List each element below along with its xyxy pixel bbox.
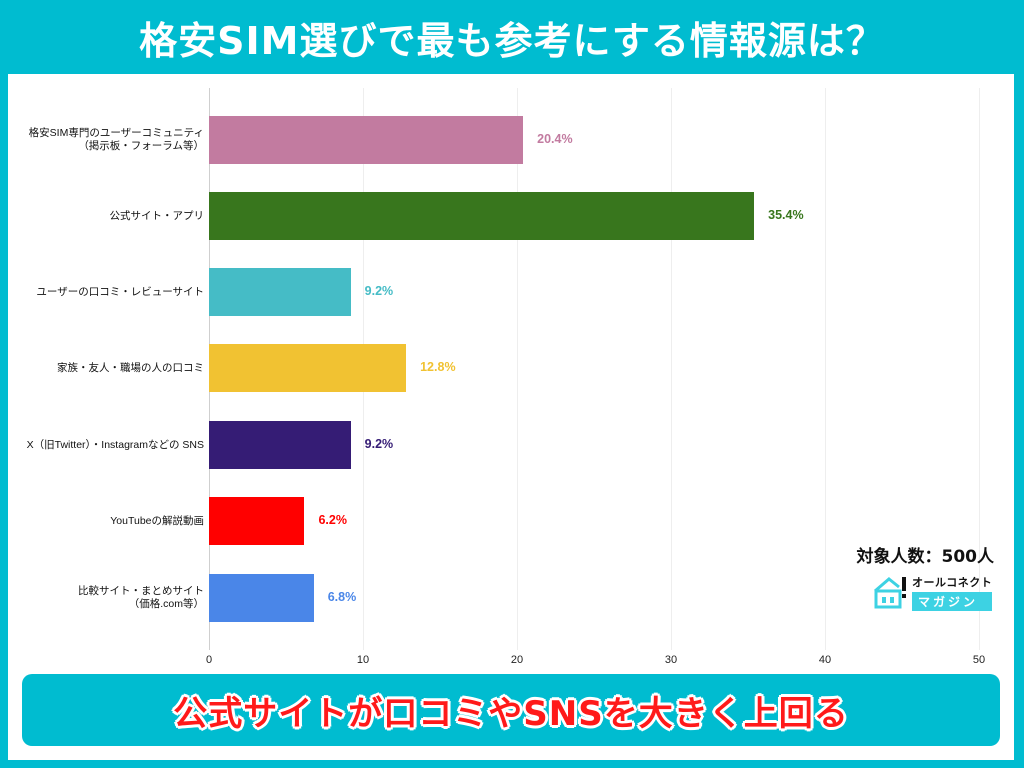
bar <box>209 116 524 164</box>
bar <box>209 192 755 240</box>
bar-value-label: 6.2% <box>318 513 347 527</box>
x-axis-tick: 10 <box>356 654 370 666</box>
bar-chart-plot: 0 10 20 30 40 50 格安SIM専門のユーザーコミュニティ （掲示板・フォーラム等… <box>8 74 1014 760</box>
x-axis-tick: 50 <box>972 654 986 666</box>
brand-logo: オールコネクト マガジン <box>872 572 1002 612</box>
gridline <box>671 88 672 650</box>
category-label: 公式サイト・アプリ <box>109 209 205 222</box>
category-label: 格安SIM専門のユーザーコミュニティ （掲示板・フォーラム等） <box>28 127 204 152</box>
bar-value-label: 6.8% <box>327 590 357 604</box>
x-axis-tick: 40 <box>818 654 832 666</box>
gridline <box>979 88 980 650</box>
x-axis-tick: 0 <box>205 654 213 666</box>
chart-panel: 0 10 20 30 40 50 格安SIM専門のユーザーコミュニティ （掲示板・フォーラム等… <box>8 74 1014 760</box>
category-label: YouTubeの解説動画 <box>110 514 204 527</box>
conclusion-text: 公式サイトが口コミやSNSを大きく上回る <box>173 693 849 734</box>
bar <box>209 497 305 545</box>
bar-value-label: 35.4% <box>768 208 804 222</box>
bar <box>209 421 351 469</box>
category-label: ユーザーの口コミ・レビューサイト <box>36 285 204 298</box>
logo-magazine-tag: マガジン <box>912 591 993 611</box>
category-label: 家族・友人・職場の人の口コミ <box>57 361 204 374</box>
bar-value-label: 12.8% <box>420 360 456 374</box>
conclusion-banner: 公式サイトが口コミやSNSを大きく上回る <box>22 674 1000 746</box>
sample-size-label: 対象人数：500人 <box>856 547 995 567</box>
x-axis-tick: 30 <box>664 654 678 666</box>
bar <box>209 344 407 392</box>
bar-value-label: 9.2% <box>364 284 394 298</box>
category-label: X（旧Twitter）・Instagramなどの SNS <box>26 438 204 451</box>
bar <box>209 268 351 316</box>
logo-brand-name: オールコネクト <box>912 575 993 589</box>
gridline <box>825 88 826 650</box>
house-logo-icon <box>874 577 906 609</box>
category-label: 比較サイト・まとめサイト （価格.com等） <box>78 585 204 610</box>
gridline <box>517 88 518 650</box>
bar-value-label: 9.2% <box>364 437 394 451</box>
chart-title: 格安SIM選びで最も参考にする情報源は？ <box>139 18 885 63</box>
bar <box>209 574 314 622</box>
bar-value-label: 20.4% <box>537 132 573 146</box>
x-axis-tick: 20 <box>510 654 524 666</box>
logo-text: オールコネクト マガジン <box>912 574 993 611</box>
